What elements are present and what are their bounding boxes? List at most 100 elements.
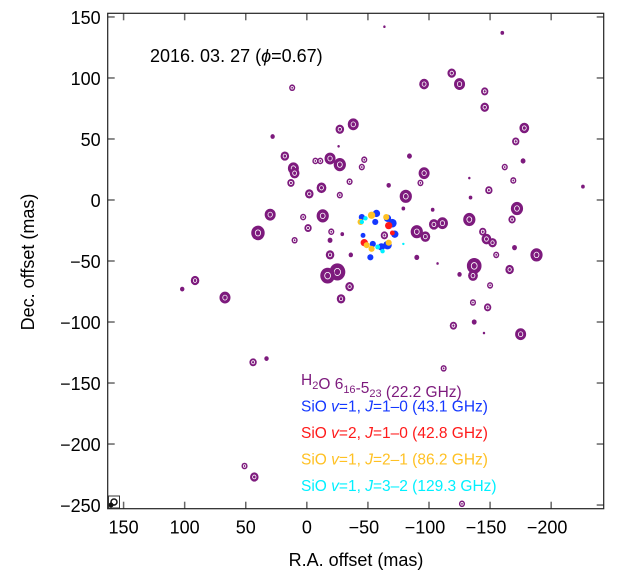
contour-ring bbox=[431, 221, 437, 227]
contour-ring bbox=[490, 240, 495, 246]
h2o-maser-spot bbox=[348, 252, 354, 258]
contour-ring bbox=[511, 178, 515, 183]
h2o-maser-spot bbox=[401, 206, 406, 211]
h2o-maser-spot bbox=[180, 286, 185, 292]
contour-ring bbox=[521, 125, 527, 131]
x-tick-label: −50 bbox=[349, 518, 380, 538]
sio-maser-spot bbox=[383, 214, 390, 221]
contour-ring bbox=[307, 191, 312, 197]
series-0 bbox=[180, 25, 585, 508]
h2o-maser-spot bbox=[380, 231, 389, 240]
h2o-maser-spot bbox=[249, 358, 257, 367]
contour-ring bbox=[422, 233, 428, 240]
legend-entry: SiO v=1, J=1–0 (43.1 GHz) bbox=[301, 399, 488, 416]
contour-ring bbox=[470, 262, 478, 270]
h2o-maser-spot bbox=[345, 282, 354, 292]
contour-ring bbox=[338, 296, 344, 302]
contour-ring bbox=[327, 155, 333, 162]
h2o-maser-spot bbox=[520, 158, 526, 164]
contour-ring bbox=[324, 271, 331, 280]
h2o-maser-spot bbox=[316, 182, 327, 194]
h2o-maser-spot bbox=[250, 472, 259, 482]
y-tick-label: 100 bbox=[71, 69, 101, 89]
h2o-maser-spot bbox=[512, 137, 520, 146]
h2o-maser-spot bbox=[383, 25, 386, 29]
h2o-maser-spot bbox=[407, 153, 412, 159]
legend: H2O 616-523 (22.2 GHz)SiO v=1, J=1–0 (43… bbox=[301, 372, 497, 495]
contour-ring bbox=[319, 212, 326, 220]
beam-box bbox=[108, 495, 120, 509]
legend-text: SiO bbox=[301, 425, 331, 442]
h2o-maser-spot bbox=[458, 500, 466, 508]
h2o-maser-spot bbox=[508, 215, 516, 224]
legend-text: =1, bbox=[339, 478, 365, 495]
h2o-maser-spot bbox=[505, 264, 514, 275]
h2o-maser-spot bbox=[333, 158, 346, 172]
h2o-maser-spot bbox=[418, 167, 430, 180]
h2o-maser-spot bbox=[335, 124, 345, 134]
h2o-maser-spot bbox=[487, 282, 494, 289]
sio-maser-spot bbox=[377, 243, 386, 251]
y-tick-label: −50 bbox=[70, 252, 101, 272]
contour-ring bbox=[301, 215, 305, 219]
contour-ring bbox=[306, 226, 310, 231]
sio-maser-spot bbox=[359, 219, 365, 225]
contour-ring bbox=[313, 159, 318, 163]
h2o-maser-spot bbox=[483, 303, 492, 312]
h2o-maser-spot bbox=[479, 227, 487, 236]
contour-ring bbox=[482, 89, 487, 94]
x-tick-label: −200 bbox=[527, 518, 568, 538]
contour-ring bbox=[514, 205, 520, 212]
h2o-maser-spot bbox=[358, 163, 365, 171]
h2o-maser-spot bbox=[469, 299, 477, 306]
contour-ring bbox=[338, 193, 342, 197]
h2o-maser-spot bbox=[289, 84, 296, 92]
sio-maser-spot bbox=[368, 245, 375, 252]
contour-ring bbox=[482, 104, 487, 110]
y-tick-label: 150 bbox=[71, 8, 101, 28]
contour-ring bbox=[282, 153, 287, 159]
contour-ring bbox=[289, 180, 293, 185]
phase-symbol: ϕ bbox=[261, 46, 271, 66]
contour-ring bbox=[347, 179, 352, 184]
contour-ring bbox=[360, 165, 364, 169]
contour-ring bbox=[267, 211, 273, 218]
h2o-maser-spot bbox=[466, 257, 482, 274]
legend-text: =1, bbox=[339, 452, 365, 469]
legend-text: J bbox=[364, 452, 373, 469]
h2o-maser-spot bbox=[287, 178, 295, 187]
h2o-maser-spot bbox=[468, 270, 478, 281]
h2o-maser-spot bbox=[493, 251, 500, 259]
h2o-maser-spot bbox=[386, 182, 391, 188]
contour-ring bbox=[485, 305, 490, 310]
contour-ring bbox=[333, 268, 341, 276]
legend-text: J bbox=[364, 478, 373, 495]
contour-ring bbox=[292, 238, 297, 243]
legend-text: SiO bbox=[301, 478, 331, 495]
sio-maser-spot bbox=[363, 242, 370, 249]
y-tick-label: 0 bbox=[91, 191, 101, 211]
h2o-maser-spot bbox=[581, 184, 585, 189]
h2o-maser-spot bbox=[305, 189, 314, 199]
sio-maser-spot bbox=[372, 218, 379, 226]
legend-text: 2 bbox=[312, 380, 318, 392]
legend-entry: SiO v=1, J=2–1 (86.2 GHz) bbox=[301, 452, 488, 469]
sio-maser-spot bbox=[385, 239, 392, 246]
h2o-maser-spot bbox=[468, 195, 473, 200]
axis-ticks: 150 100 50 0 −50 −100 −150 −200 150 100 50 0 −50 −100… bbox=[60, 8, 604, 538]
sio-maser-spot bbox=[367, 254, 374, 261]
legend-text: -5 bbox=[356, 380, 370, 397]
h2o-maser-spot bbox=[340, 232, 345, 237]
h2o-maser-spot bbox=[328, 228, 335, 236]
h2o-maser-spot bbox=[300, 213, 307, 221]
contour-ring bbox=[466, 216, 473, 223]
h2o-maser-spot bbox=[510, 177, 517, 184]
maser-spots bbox=[180, 25, 585, 508]
contour-ring bbox=[402, 193, 409, 200]
legend-text: SiO bbox=[301, 399, 331, 416]
contour-ring bbox=[350, 121, 356, 128]
legend-text: =1–0 (43.1 GHz) bbox=[373, 399, 488, 416]
h2o-maser-spot bbox=[454, 78, 466, 91]
h2o-maser-spot bbox=[482, 331, 486, 335]
h2o-maser-spot bbox=[515, 328, 527, 341]
